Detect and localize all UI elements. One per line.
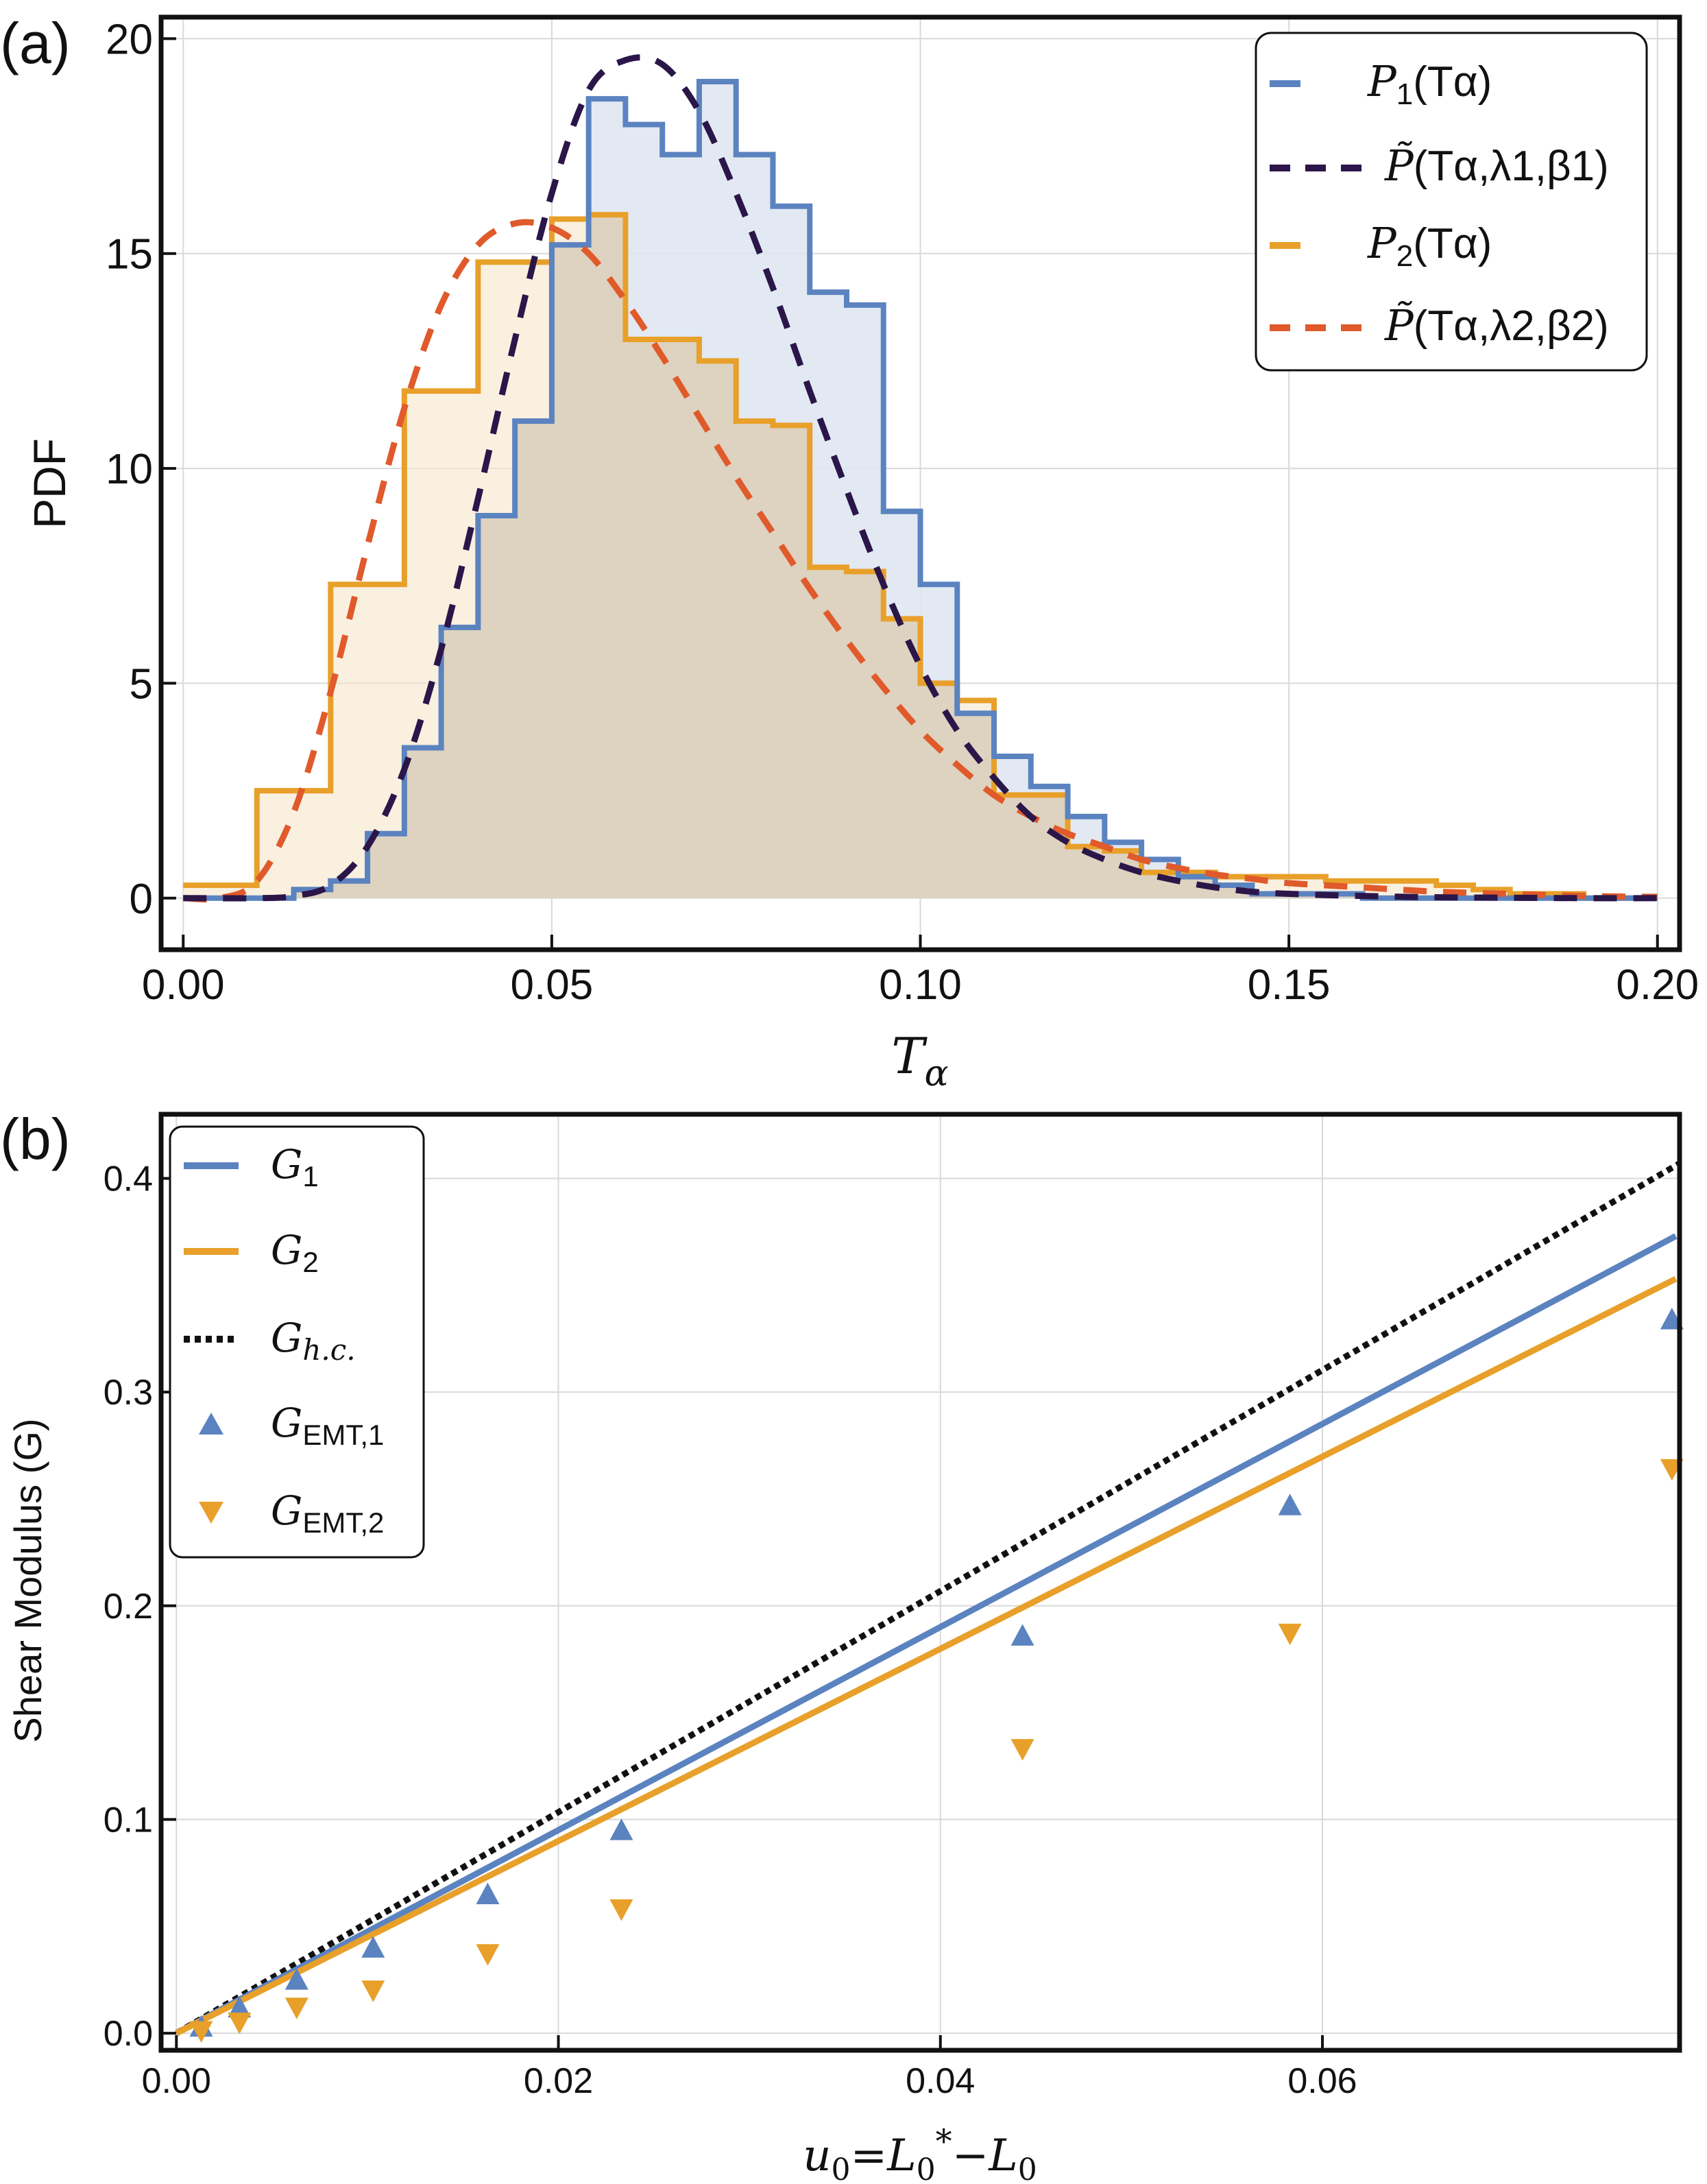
legend-label-p2: P2(Tα) [1367, 218, 1492, 273]
legend-item-g1: G1 [184, 1141, 319, 1192]
a-xtick-label-4: 0.20 [1616, 961, 1699, 1009]
legend-item-ptilde-2: P̃(Tα,λ2,β2) [1270, 300, 1609, 350]
panel-a-legend: P1(Tα) P̃(Tα,λ1,β1) P2(Tα) P̃(Tα,λ2,β2) [1255, 32, 1648, 372]
panel-label-a: (a) [0, 11, 71, 75]
b-xtick-label-3: 0.06 [1287, 2061, 1357, 2101]
line-g1 [175, 1233, 1678, 2037]
legend-label-ptilde-1: P̃(Tα,λ1,β1) [1384, 141, 1609, 191]
b-ytick-label-0: 0.0 [104, 2014, 153, 2054]
b-xtick-label-0: 0.00 [142, 2061, 211, 2101]
a-ytick-label-0: 0 [130, 876, 153, 923]
panel-a-x-axis-label: Tα [891, 1027, 948, 1094]
marker-gemt1-4 [476, 1882, 500, 1904]
legend-item-gemt2: GEMT,2 [199, 1487, 384, 1539]
marker-gemt2-4 [476, 1944, 500, 1966]
panel-a-y-axis-label: PDF [24, 438, 75, 529]
legend-label-g1: G1 [271, 1141, 319, 1192]
marker-gemt1-3 [361, 1936, 385, 1958]
panel-b-legend: G1 G2 Gh.c. GEMT,1 GEMT,2 [169, 1125, 425, 1559]
a-xtick-label-0: 0.00 [142, 961, 225, 1009]
marker-gemt1-1 [228, 1995, 252, 2018]
legend-item-ptilde-1: P̃(Tα,λ1,β1) [1270, 141, 1609, 191]
legend-item-p1: P1(Tα) [1270, 56, 1492, 111]
b-ytick-label-4: 0.4 [104, 1159, 153, 1199]
panel-a-legend-frame [1255, 32, 1648, 372]
a-ytick-label-4: 20 [106, 16, 153, 63]
panel-b-y-axis-label: Shear Modulus (G) [6, 1418, 49, 1742]
panel-b-plot-frame [158, 1112, 1682, 2053]
marker-gemt2-0 [189, 2021, 213, 2043]
marker-gemt1-6 [1010, 1624, 1034, 1646]
line-g2 [175, 1275, 1678, 2037]
legend-label-g2: G2 [271, 1227, 319, 1278]
legend-label-gemt1: GEMT,1 [271, 1400, 384, 1451]
a-xtick-label-1: 0.05 [511, 961, 594, 1009]
a-ytick-label-2: 10 [106, 446, 153, 493]
a-ytick-label-3: 15 [106, 231, 153, 278]
panel-b-series-markers [189, 1308, 1684, 2043]
panel-a-axis-ticks: 0.00 0.05 0.10 0.15 0.20 0 5 10 15 20 [106, 16, 1699, 1009]
panel-b-legend-frame [169, 1125, 425, 1559]
a-ytick-label-1: 5 [130, 660, 153, 708]
b-xtick-label-1: 0.02 [524, 2061, 593, 2101]
legend-swatch-gemt1 [199, 1413, 223, 1435]
marker-gemt2-2 [284, 1997, 308, 2019]
marker-gemt2-5 [609, 1899, 633, 1921]
marker-gemt1-7 [1278, 1493, 1302, 1515]
legend-label-gemt2: GEMT,2 [271, 1487, 384, 1539]
marker-gemt1-5 [609, 1819, 633, 1840]
b-ytick-label-2: 0.2 [104, 1587, 153, 1627]
marker-gemt2-6 [1010, 1739, 1034, 1761]
a-xtick-label-2: 0.10 [879, 961, 962, 1009]
line-ghc [175, 1160, 1682, 2036]
marker-gemt1-2 [284, 1968, 308, 1990]
panel-b-axis-ticks: 0.00 0.02 0.04 0.06 0.0 0.1 0.2 0.3 0.4 [104, 1159, 1357, 2101]
legend-label-ghc: Gh.c. [271, 1315, 356, 1367]
panel-b-series-lines [175, 1160, 1682, 2037]
legend-item-gemt1: GEMT,1 [199, 1400, 384, 1451]
a-xtick-label-3: 0.15 [1248, 961, 1331, 1009]
fit-curve-ptilde-1 [183, 54, 1658, 902]
fit-curve-ptilde-2 [183, 219, 1658, 903]
legend-swatch-gemt2 [199, 1502, 223, 1524]
b-ytick-label-3: 0.3 [104, 1373, 153, 1413]
hist-line-p2 [183, 212, 1658, 901]
panel-label-b: (b) [0, 1107, 71, 1171]
legend-item-g2: G2 [184, 1227, 319, 1278]
panel-b-shear-modulus-chart: (b) 0.00 0.02 0.04 0.06 0.0 0.1 0.2 0.3 0.4 Shea… [0, 1107, 1684, 2184]
marker-gemt2-7 [1278, 1623, 1302, 1646]
marker-gemt2-1 [228, 2013, 252, 2035]
legend-item-p2: P2(Tα) [1270, 218, 1492, 273]
b-xtick-label-2: 0.04 [906, 2061, 975, 2101]
panel-b-x-axis-label: u0=L0*−L0 [803, 2122, 1037, 2184]
b-ytick-label-1: 0.1 [104, 1800, 153, 1840]
legend-item-ghc: Gh.c. [184, 1315, 356, 1367]
panel-a-x-axis-label-sub: α [924, 1053, 948, 1094]
legend-label-ptilde-2: P̃(Tα,λ2,β2) [1384, 300, 1609, 350]
marker-gemt2-3 [361, 1980, 385, 2002]
legend-label-p1: P1(Tα) [1367, 56, 1492, 111]
panel-a-series-lines [183, 54, 1658, 903]
panel-a-x-axis-label-main: T [891, 1027, 928, 1085]
